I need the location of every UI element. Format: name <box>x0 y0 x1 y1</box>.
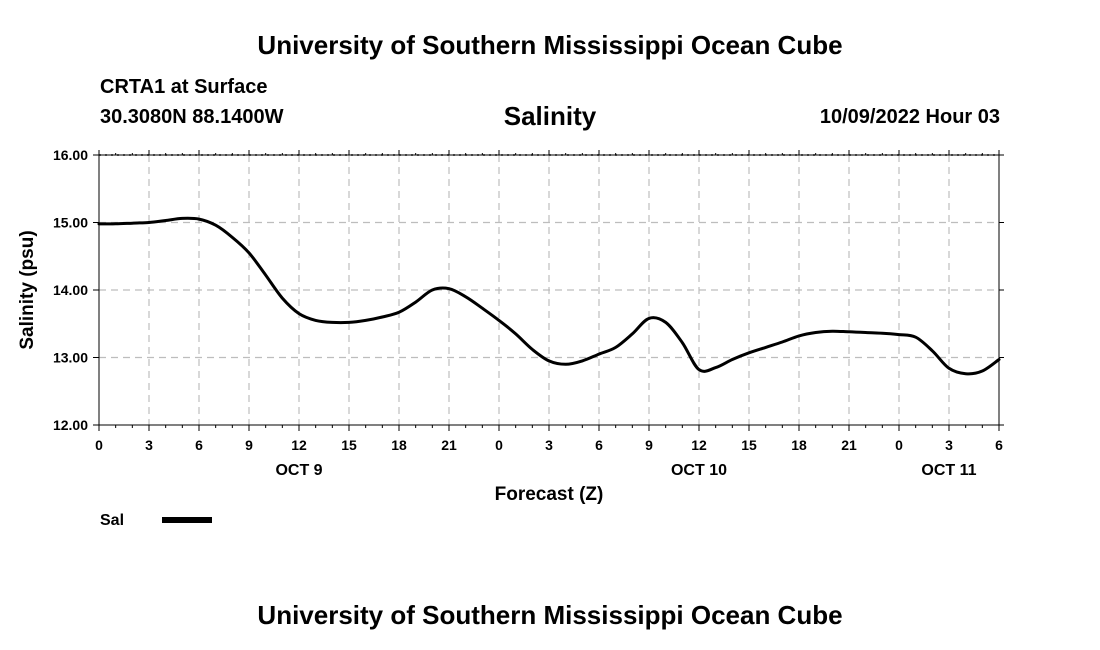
x-tick-label: 9 <box>645 437 653 453</box>
x-tick-label: 0 <box>495 437 503 453</box>
x-axis-label: Forecast (Z) <box>495 484 604 505</box>
forecast-datetime: 10/09/2022 Hour 03 <box>819 106 1000 128</box>
station-coordinates: 30.3080N 88.1400W <box>100 106 284 128</box>
x-tick-label: 6 <box>195 437 203 453</box>
y-tick-label: 12.00 <box>53 417 88 433</box>
x-tick-label: 3 <box>945 437 953 453</box>
page-title: University of Southern Mississippi Ocean… <box>257 30 843 60</box>
axes: 0 3 6 9 12 15 18 21 0 3 6 9 12 15 18 21 0 3 6 12.00 13.00 14.… <box>53 147 1004 479</box>
date-label: OCT 10 <box>671 462 727 479</box>
y-tick-label: 14.00 <box>53 282 88 298</box>
series-line-sal <box>97 216 1001 376</box>
date-label: OCT 9 <box>275 462 322 479</box>
x-tick-label: 15 <box>741 437 757 453</box>
x-tick-label: 0 <box>95 437 103 453</box>
x-tick-label: 6 <box>595 437 603 453</box>
x-tick-label: 21 <box>841 437 857 453</box>
x-tick-label: 6 <box>995 437 1003 453</box>
legend-label-sal: Sal <box>100 512 124 529</box>
x-tick-label: 3 <box>545 437 553 453</box>
chart-title: Salinity <box>503 101 597 131</box>
footer-title: University of Southern Mississippi Ocean… <box>257 600 843 630</box>
x-tick-label: 18 <box>391 437 407 453</box>
x-tick-label: 21 <box>441 437 457 453</box>
x-tick-label: 3 <box>145 437 153 453</box>
y-tick-label: 16.00 <box>53 147 88 163</box>
legend: Sal <box>100 512 212 529</box>
series-layer <box>97 216 1001 376</box>
y-axis-label: Salinity (psu) <box>17 230 38 349</box>
date-label: OCT 11 <box>921 462 976 479</box>
x-tick-label: 9 <box>245 437 253 453</box>
y-tick-label: 15.00 <box>53 215 88 231</box>
x-tick-label: 18 <box>791 437 807 453</box>
station-label: CRTA1 at Surface <box>100 76 268 98</box>
x-tick-label: 15 <box>341 437 357 453</box>
y-tick-label: 13.00 <box>53 350 88 366</box>
x-tick-label: 12 <box>291 437 307 453</box>
grid <box>99 155 999 425</box>
x-tick-label: 0 <box>895 437 903 453</box>
x-tick-label: 12 <box>691 437 707 453</box>
